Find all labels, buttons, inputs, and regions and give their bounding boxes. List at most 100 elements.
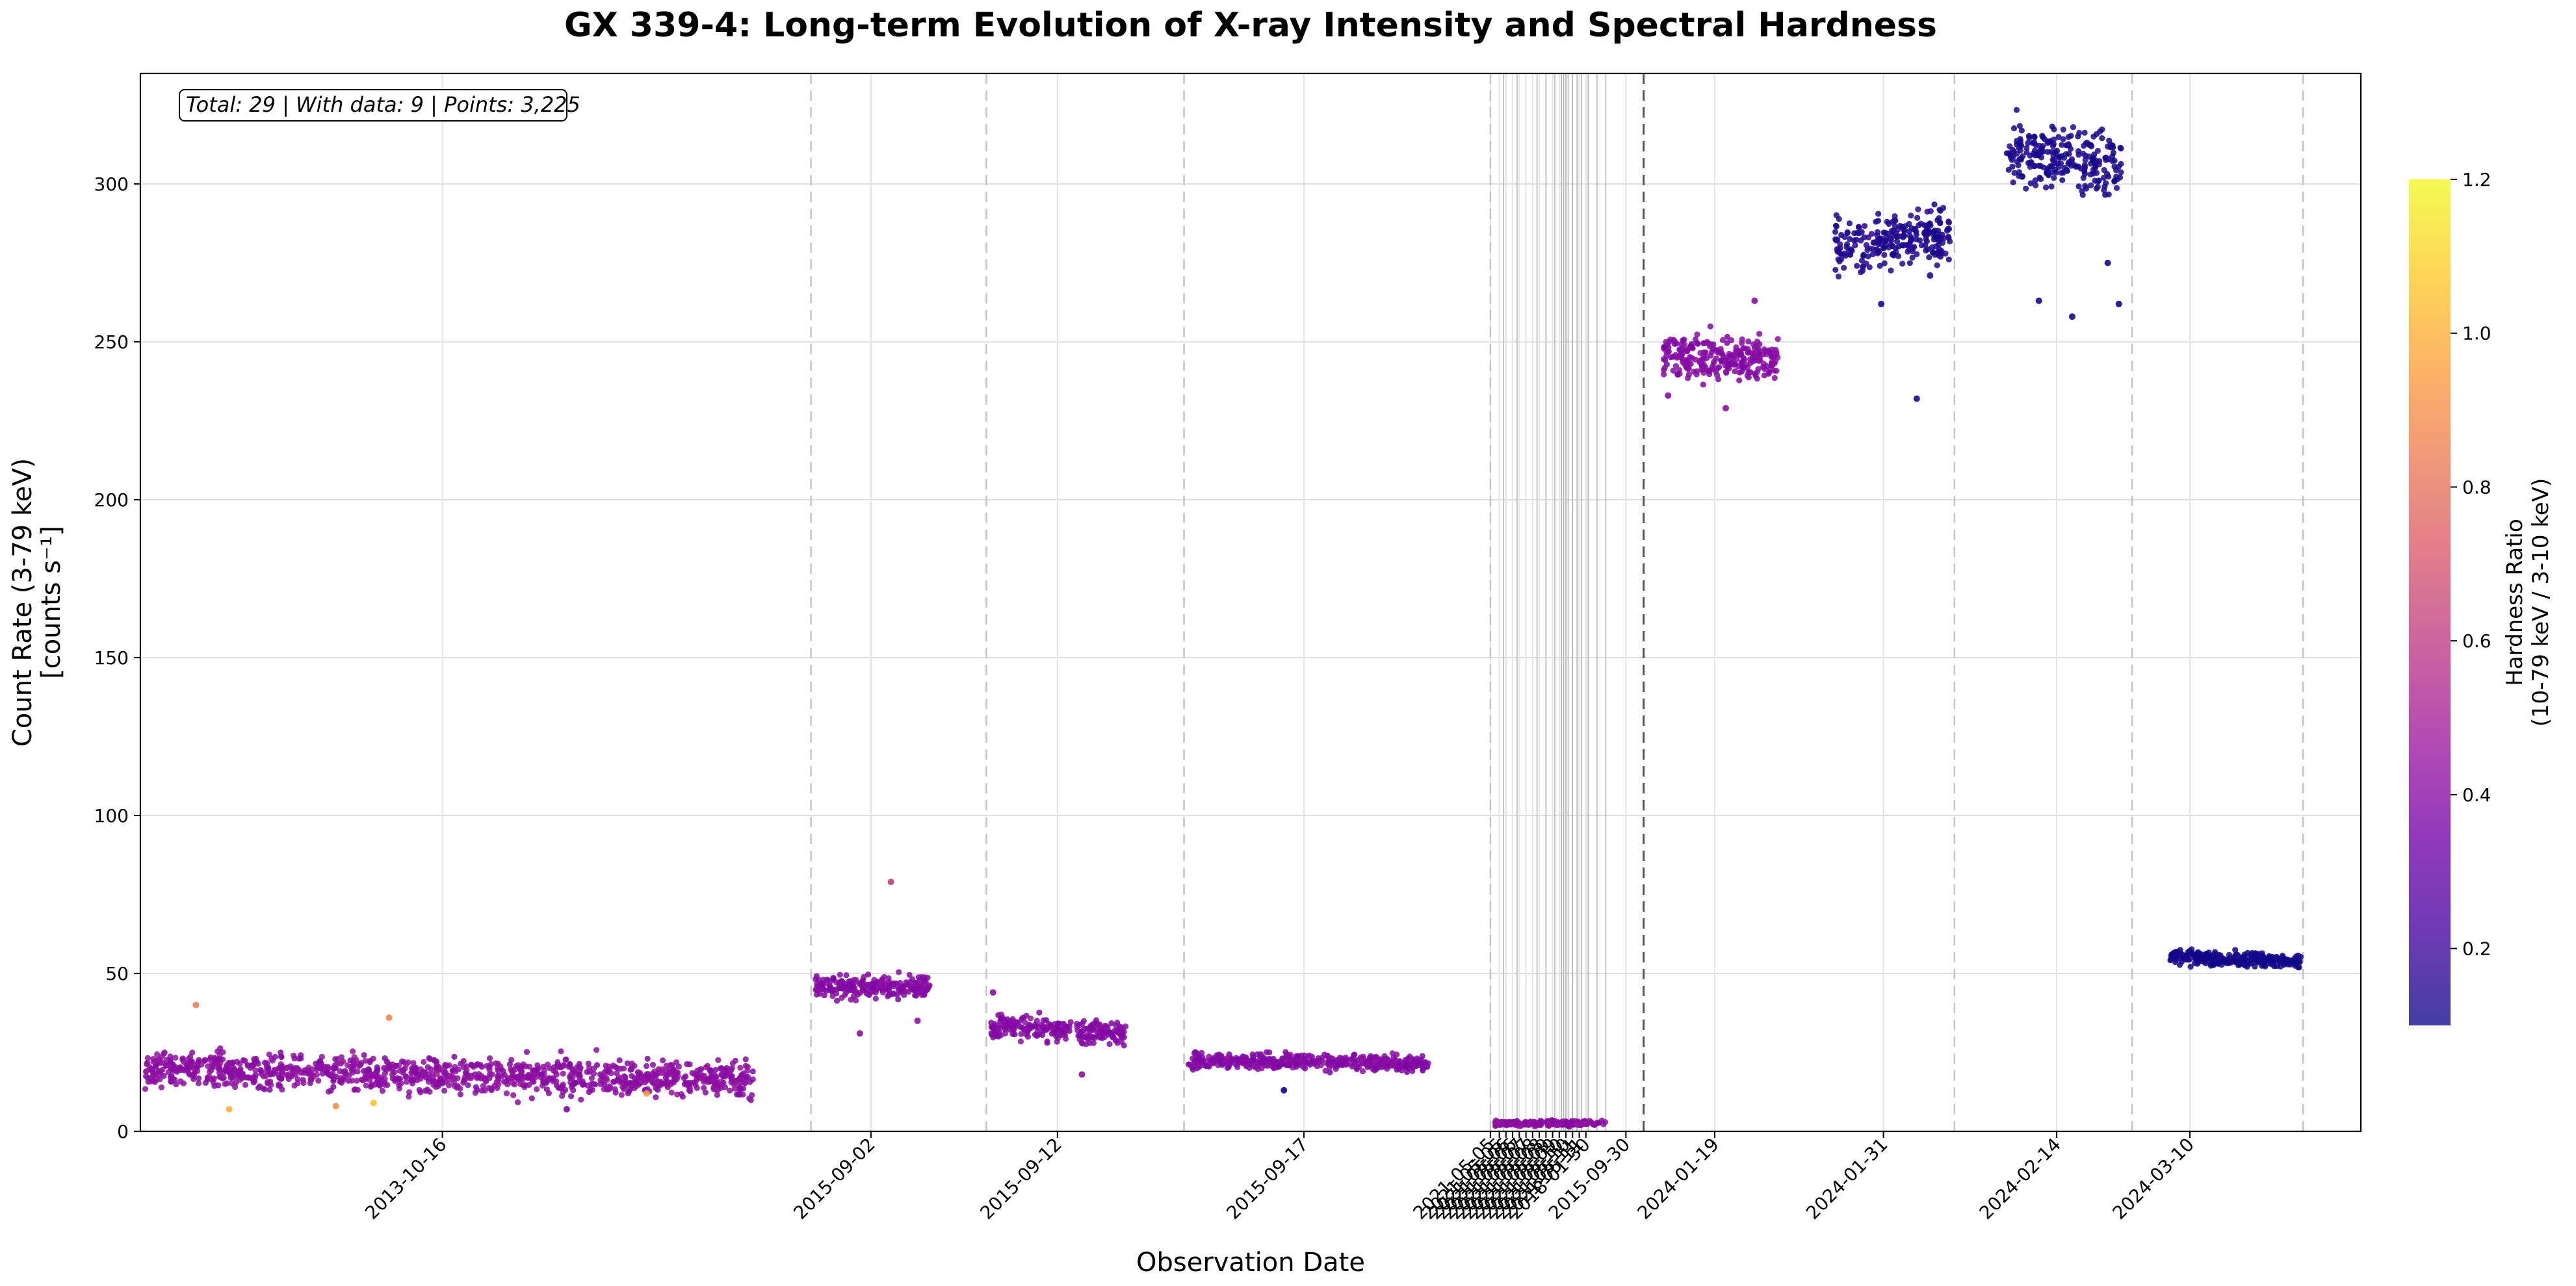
outlier-point — [915, 1018, 921, 1024]
data-point — [640, 1075, 645, 1081]
data-point — [628, 1067, 634, 1073]
data-point — [267, 1051, 272, 1057]
data-point — [226, 1060, 232, 1066]
data-point — [909, 986, 915, 992]
data-point — [2011, 125, 2017, 131]
data-point — [1063, 1024, 1069, 1030]
data-point — [1327, 1070, 1333, 1075]
data-point — [1662, 357, 1668, 363]
data-point — [1834, 224, 1840, 229]
outlier-point — [888, 879, 894, 885]
data-point — [400, 1059, 406, 1065]
outlier-point — [386, 1014, 393, 1021]
data-point — [515, 1100, 521, 1105]
data-point — [361, 1052, 367, 1058]
data-point — [558, 1048, 564, 1054]
data-point — [332, 1056, 338, 1062]
data-point — [1732, 368, 1738, 374]
data-point — [1106, 1041, 1112, 1047]
data-point — [1838, 256, 1844, 262]
data-point — [2281, 957, 2287, 962]
data-point — [865, 971, 871, 977]
data-point — [586, 1065, 592, 1071]
data-point — [181, 1081, 187, 1087]
data-point — [568, 1093, 574, 1099]
data-point — [2111, 178, 2117, 184]
data-point — [530, 1079, 536, 1085]
data-point — [2112, 158, 2118, 164]
data-point — [2061, 127, 2066, 133]
data-point — [177, 1064, 183, 1070]
colorbar-label-line1: Hardness Ratio — [2502, 519, 2528, 686]
data-point — [265, 1066, 271, 1072]
data-point — [1588, 1119, 1594, 1125]
data-point — [1896, 244, 1902, 250]
data-point — [594, 1062, 600, 1068]
data-point — [159, 1085, 164, 1090]
data-point — [265, 1081, 270, 1087]
data-point — [1876, 237, 1882, 242]
data-point — [314, 1072, 320, 1077]
data-point — [232, 1084, 238, 1090]
data-point — [1420, 1068, 1425, 1074]
data-point — [1927, 220, 1932, 226]
data-point — [885, 994, 891, 999]
outlier-point — [2105, 260, 2111, 266]
data-point — [2014, 159, 2020, 164]
outlier-point — [2036, 298, 2042, 304]
data-point — [475, 1074, 481, 1080]
data-point — [222, 1081, 228, 1087]
data-point — [408, 1077, 414, 1083]
data-point — [2190, 951, 2196, 957]
data-point — [2105, 156, 2111, 162]
data-point — [1926, 254, 1932, 260]
data-point — [2036, 143, 2042, 149]
data-point — [487, 1067, 493, 1073]
data-point — [1706, 368, 1711, 374]
data-point — [173, 1081, 179, 1087]
data-point — [916, 981, 922, 986]
data-point — [1923, 248, 1929, 253]
data-point — [2076, 130, 2082, 136]
data-point — [843, 972, 849, 978]
data-point — [669, 1090, 675, 1096]
data-point — [891, 981, 897, 986]
data-point — [1085, 1036, 1091, 1042]
data-point — [553, 1078, 559, 1084]
colorbar-tick-label: 0.6 — [2462, 630, 2491, 652]
data-point — [529, 1074, 535, 1079]
data-point — [712, 1087, 718, 1092]
data-point — [1266, 1049, 1272, 1055]
data-point — [895, 996, 901, 1002]
data-point — [1928, 208, 1934, 214]
data-point — [2295, 955, 2301, 961]
data-point — [1892, 218, 1898, 224]
data-point — [157, 1076, 163, 1082]
data-point — [1392, 1061, 1398, 1066]
data-point — [2104, 171, 2110, 177]
data-point — [1734, 349, 1739, 355]
data-point — [1359, 1057, 1365, 1063]
x-tick-label: 2024-01-19 — [1633, 1134, 1723, 1224]
x-axis-label: Observation Date — [1136, 1248, 1365, 1278]
data-point — [610, 1062, 616, 1068]
data-point — [1029, 1025, 1035, 1031]
data-point — [1875, 229, 1880, 235]
data-point — [2248, 960, 2254, 966]
data-point — [1906, 228, 1912, 234]
data-point — [1834, 249, 1840, 255]
data-point — [2023, 186, 2029, 192]
outlier-point — [564, 1106, 570, 1112]
data-point — [2106, 138, 2112, 144]
data-point — [669, 1079, 675, 1085]
data-point — [185, 1056, 191, 1062]
data-point — [2049, 163, 2055, 169]
data-point — [2032, 135, 2038, 140]
data-point — [1771, 368, 1777, 374]
data-point — [355, 1087, 361, 1093]
data-point — [350, 1048, 356, 1054]
data-point — [1875, 211, 1881, 216]
data-point — [873, 996, 879, 1001]
data-point — [1936, 242, 1942, 248]
data-point — [655, 1087, 661, 1093]
